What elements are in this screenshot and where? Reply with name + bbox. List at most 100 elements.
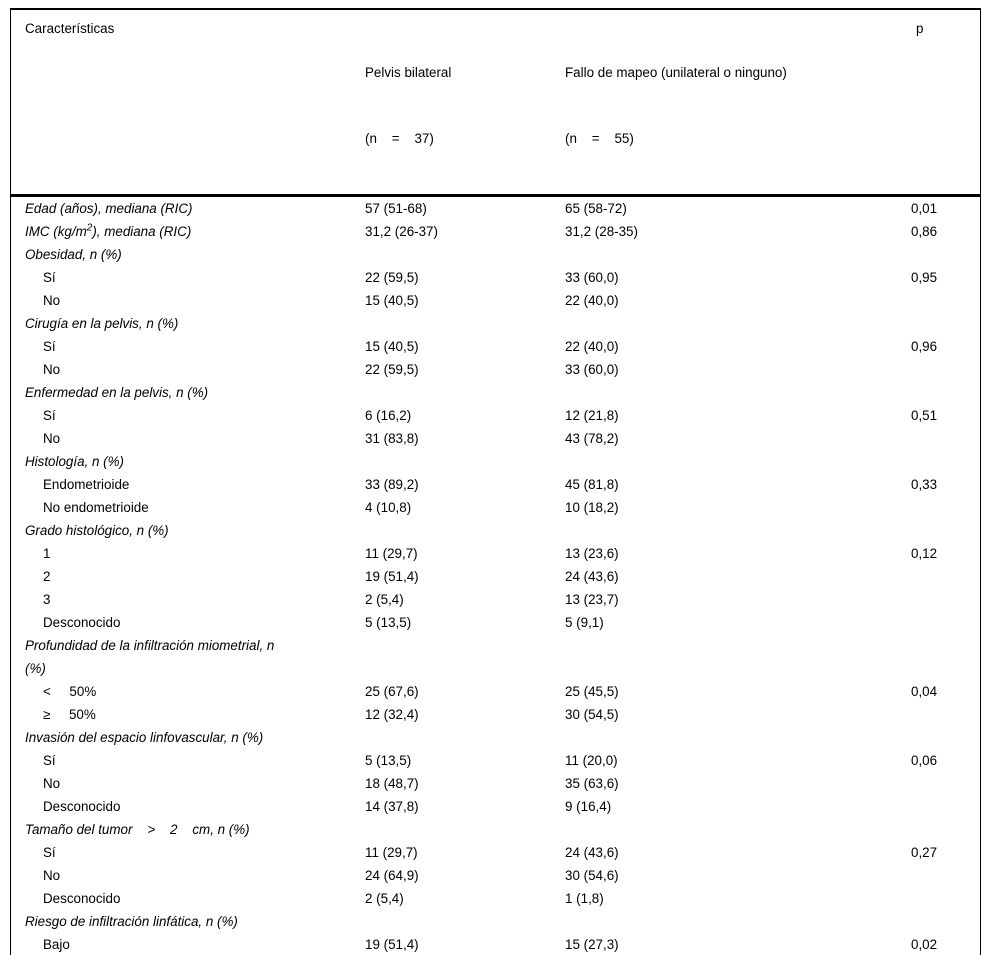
value-p: 0,01 — [911, 201, 938, 216]
value-p: 0,27 — [911, 845, 938, 860]
value-fallo-mapeo: 33 (60,0) — [565, 270, 619, 285]
row-label-category: Riesgo de infiltración linfática, n (%) — [25, 914, 238, 929]
value-p — [911, 519, 980, 542]
value-fallo-mapeo: 33 (60,0) — [565, 362, 619, 377]
row-label-sub: Sí — [43, 845, 56, 860]
value-fallo-mapeo: 65 (58-72) — [565, 201, 627, 216]
row-label-sub: Sí — [43, 270, 56, 285]
table-body: Edad (años), mediana (RIC) 57 (51-68) 65 (… — [11, 196, 980, 955]
value-p: 0,51 — [911, 408, 938, 423]
value-p — [911, 887, 980, 910]
header-row: Características Pelvis bilateral (n = 37… — [11, 10, 980, 197]
table-row: Invasión del espacio linfovascular, n (%… — [11, 726, 980, 749]
table-row: Enfermedad en la pelvis, n (%) — [11, 381, 980, 404]
value-pelvis-bilateral: 25 (67,6) — [365, 684, 419, 699]
table-row: Sí 22 (59,5) 33 (60,0) 0,95 — [11, 266, 980, 289]
value-pelvis-bilateral — [365, 726, 565, 749]
row-label-sub: 3 — [43, 592, 51, 607]
header-fallo-mapeo: Fallo de mapeo (unilateral o ninguno) (n… — [565, 10, 911, 197]
value-pelvis-bilateral — [365, 450, 565, 473]
value-p — [911, 772, 980, 795]
row-label-category: Grado histológico, n (%) — [25, 523, 169, 538]
value-p: 0,96 — [911, 339, 938, 354]
row-label-sub: Sí — [43, 753, 56, 768]
table-row: No 24 (64,9) 30 (54,6) — [11, 864, 980, 887]
value-p — [911, 381, 980, 404]
table-row: No endometrioide 4 (10,8) 10 (18,2) — [11, 496, 980, 519]
value-pelvis-bilateral — [365, 381, 565, 404]
value-p — [911, 450, 980, 473]
row-label-sub: ≥ 50% — [43, 707, 96, 722]
value-pelvis-bilateral: 19 (51,4) — [365, 569, 419, 584]
value-p: 0,33 — [911, 477, 938, 492]
value-p — [911, 588, 980, 611]
value-pelvis-bilateral: 11 (29,7) — [365, 546, 418, 561]
row-label-sub: No — [43, 362, 61, 377]
header-p-value: p — [911, 10, 980, 197]
table-row: Profundidad de la infiltración miometria… — [11, 634, 980, 680]
table-row: Grado histológico, n (%) — [11, 519, 980, 542]
value-p — [911, 818, 980, 841]
value-pelvis-bilateral: 31 (83,8) — [365, 431, 419, 446]
value-pelvis-bilateral: 11 (29,7) — [365, 845, 418, 860]
table-header: Características Pelvis bilateral (n = 37… — [11, 10, 980, 197]
value-p: 0,12 — [911, 546, 938, 561]
value-pelvis-bilateral — [365, 312, 565, 335]
value-fallo-mapeo: 11 (20,0) — [565, 753, 618, 768]
value-p — [911, 289, 980, 312]
table-row: No 18 (48,7) 35 (63,6) — [11, 772, 980, 795]
value-pelvis-bilateral: 19 (51,4) — [365, 937, 419, 952]
value-fallo-mapeo: 12 (21,8) — [565, 408, 619, 423]
value-p: 0,04 — [911, 684, 938, 699]
value-p — [911, 243, 980, 266]
row-label-sub: Endometrioide — [43, 477, 130, 492]
header-fallo-mapeo-n: (n = 55) — [565, 131, 634, 146]
value-p — [911, 634, 980, 680]
value-pelvis-bilateral: 5 (13,5) — [365, 615, 412, 630]
table-row: < 50% 25 (67,6) 25 (45,5) 0,04 — [11, 680, 980, 703]
value-fallo-mapeo — [565, 818, 911, 841]
value-fallo-mapeo: 30 (54,6) — [565, 868, 619, 883]
value-pelvis-bilateral: 6 (16,2) — [365, 408, 412, 423]
value-pelvis-bilateral: 4 (10,8) — [365, 500, 412, 515]
header-pelvis-bilateral: Pelvis bilateral (n = 37) — [365, 10, 565, 197]
header-pelvis-bilateral-label: Pelvis bilateral — [365, 65, 452, 80]
table-row: Sí 6 (16,2) 12 (21,8) 0,51 — [11, 404, 980, 427]
row-label-category: IMC (kg/m2), mediana (RIC) — [25, 222, 192, 239]
row-label-sub: No — [43, 431, 61, 446]
value-p — [911, 611, 980, 634]
header-caracteristicas: Características — [11, 10, 365, 197]
row-label-sub: Desconocido — [43, 799, 121, 814]
row-label-sub: 1 — [43, 546, 51, 561]
value-fallo-mapeo — [565, 634, 911, 680]
row-label-sub: No — [43, 776, 61, 791]
table-row: Sí 11 (29,7) 24 (43,6) 0,27 — [11, 841, 980, 864]
value-pelvis-bilateral: 15 (40,5) — [365, 293, 419, 308]
value-fallo-mapeo: 25 (45,5) — [565, 684, 619, 699]
value-fallo-mapeo — [565, 312, 911, 335]
table-row: Desconocido 5 (13,5) 5 (9,1) — [11, 611, 980, 634]
value-pelvis-bilateral: 31,2 (26-37) — [365, 224, 438, 239]
value-pelvis-bilateral — [365, 519, 565, 542]
header-pelvis-bilateral-n: (n = 37) — [365, 131, 434, 146]
row-label-sub: Bajo — [43, 937, 70, 952]
value-p — [911, 312, 980, 335]
value-pelvis-bilateral: 2 (5,4) — [365, 592, 404, 607]
value-fallo-mapeo — [565, 381, 911, 404]
value-pelvis-bilateral — [365, 243, 565, 266]
value-fallo-mapeo: 10 (18,2) — [565, 500, 619, 515]
value-pelvis-bilateral: 2 (5,4) — [365, 891, 404, 906]
value-fallo-mapeo — [565, 519, 911, 542]
table-row: Bajo 19 (51,4) 15 (27,3) 0,02 — [11, 933, 980, 955]
row-label-category: Cirugía en la pelvis, n (%) — [25, 316, 179, 331]
table-row: Obesidad, n (%) — [11, 243, 980, 266]
value-fallo-mapeo: 30 (54,5) — [565, 707, 619, 722]
value-pelvis-bilateral: 14 (37,8) — [365, 799, 419, 814]
table-row: Histología, n (%) — [11, 450, 980, 473]
value-p: 0,06 — [911, 753, 938, 768]
value-pelvis-bilateral: 22 (59,5) — [365, 362, 419, 377]
value-fallo-mapeo: 13 (23,6) — [565, 546, 619, 561]
table-row: Desconocido 2 (5,4) 1 (1,8) — [11, 887, 980, 910]
superscript: 2 — [86, 222, 93, 234]
value-pelvis-bilateral: 57 (51-68) — [365, 201, 427, 216]
